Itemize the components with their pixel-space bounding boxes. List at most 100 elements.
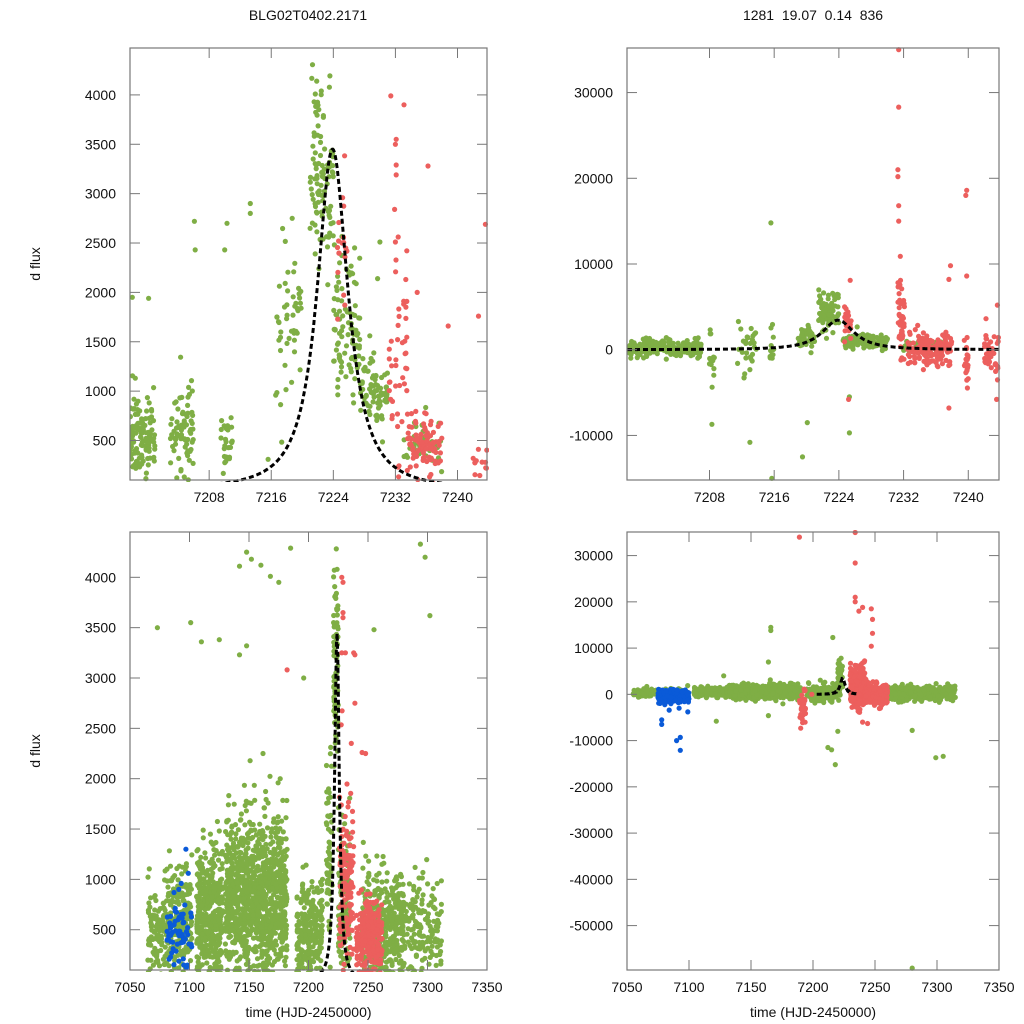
data-point bbox=[314, 112, 320, 118]
data-point bbox=[296, 918, 302, 925]
data-point bbox=[147, 904, 153, 910]
data-point bbox=[418, 910, 424, 916]
data-point bbox=[395, 322, 401, 328]
data-point bbox=[258, 924, 264, 930]
data-point bbox=[330, 233, 336, 239]
data-point bbox=[795, 335, 801, 341]
data-point bbox=[376, 870, 382, 876]
data-point bbox=[281, 874, 287, 880]
data-point bbox=[298, 305, 304, 311]
data-point bbox=[336, 330, 343, 336]
data-point bbox=[401, 938, 407, 945]
data-point bbox=[244, 866, 250, 872]
data-point bbox=[236, 652, 243, 658]
data-point bbox=[389, 363, 395, 369]
data-point bbox=[334, 620, 340, 626]
data-point bbox=[410, 907, 416, 913]
data-point bbox=[425, 881, 431, 887]
data-point bbox=[899, 329, 905, 335]
data-point bbox=[263, 870, 269, 876]
data-point bbox=[335, 273, 341, 279]
data-point bbox=[326, 795, 332, 801]
data-point bbox=[210, 933, 216, 939]
data-point bbox=[256, 890, 262, 896]
data-point bbox=[420, 869, 426, 876]
data-point bbox=[338, 359, 345, 365]
data-point bbox=[422, 955, 428, 961]
data-point bbox=[988, 365, 994, 371]
x-tick-label: 7232 bbox=[380, 489, 411, 505]
data-point bbox=[695, 355, 701, 361]
data-point bbox=[201, 876, 207, 882]
data-point bbox=[916, 333, 922, 339]
data-point bbox=[211, 888, 217, 895]
data-point bbox=[343, 993, 348, 998]
data-point bbox=[349, 951, 355, 957]
data-point bbox=[355, 926, 361, 932]
data-point bbox=[235, 901, 241, 908]
data-point bbox=[707, 327, 713, 333]
data-point bbox=[223, 426, 229, 432]
data-point bbox=[145, 439, 151, 445]
data-point bbox=[178, 948, 184, 954]
data-point bbox=[383, 384, 389, 390]
data-point bbox=[281, 888, 287, 894]
data-point bbox=[223, 975, 228, 980]
data-point bbox=[221, 446, 227, 452]
data-point bbox=[236, 998, 241, 1003]
data-point bbox=[321, 188, 327, 194]
data-point bbox=[296, 285, 302, 291]
data-point bbox=[213, 923, 219, 929]
data-point bbox=[212, 852, 218, 858]
data-point bbox=[326, 84, 332, 90]
data-point bbox=[380, 853, 386, 860]
data-point bbox=[150, 962, 156, 968]
data-point bbox=[230, 899, 236, 905]
data-point bbox=[338, 364, 345, 370]
data-point bbox=[243, 860, 249, 867]
data-point bbox=[148, 957, 154, 963]
data-point bbox=[327, 856, 333, 862]
data-point bbox=[407, 435, 413, 441]
data-point bbox=[400, 375, 406, 381]
data-point bbox=[284, 316, 290, 322]
data-point bbox=[234, 880, 240, 886]
data-point bbox=[995, 338, 1001, 345]
data-point bbox=[304, 920, 310, 926]
data-point bbox=[169, 416, 175, 422]
data-point bbox=[799, 454, 806, 460]
data-point bbox=[382, 907, 388, 914]
data-point bbox=[284, 973, 289, 978]
data-point bbox=[277, 845, 283, 851]
data-point bbox=[267, 573, 273, 579]
data-point bbox=[178, 466, 184, 473]
data-point bbox=[271, 851, 277, 857]
panel-top-right: 7208 7216 7224 7232 7240-1000001000020000300… bbox=[569, 47, 1001, 505]
data-point bbox=[341, 851, 347, 858]
data-point bbox=[175, 877, 181, 883]
data-point bbox=[276, 976, 281, 981]
data-point bbox=[271, 875, 277, 882]
data-point bbox=[250, 912, 256, 919]
data-point bbox=[311, 889, 317, 895]
data-point bbox=[291, 269, 297, 275]
data-point bbox=[175, 406, 181, 412]
data-point bbox=[396, 474, 402, 480]
data-point bbox=[268, 924, 274, 930]
data-point bbox=[647, 341, 654, 347]
data-point bbox=[256, 885, 262, 891]
data-point bbox=[275, 920, 281, 926]
data-point bbox=[280, 849, 286, 856]
data-point bbox=[216, 917, 222, 923]
data-point bbox=[167, 863, 174, 869]
data-point bbox=[212, 941, 218, 947]
data-point bbox=[199, 902, 205, 909]
data-point bbox=[404, 411, 411, 417]
data-point bbox=[312, 91, 318, 97]
data-point bbox=[413, 953, 419, 960]
data-point bbox=[339, 708, 345, 714]
data-point bbox=[405, 430, 411, 436]
data-point bbox=[216, 851, 222, 857]
data-point bbox=[172, 400, 178, 406]
data-point bbox=[170, 443, 176, 450]
